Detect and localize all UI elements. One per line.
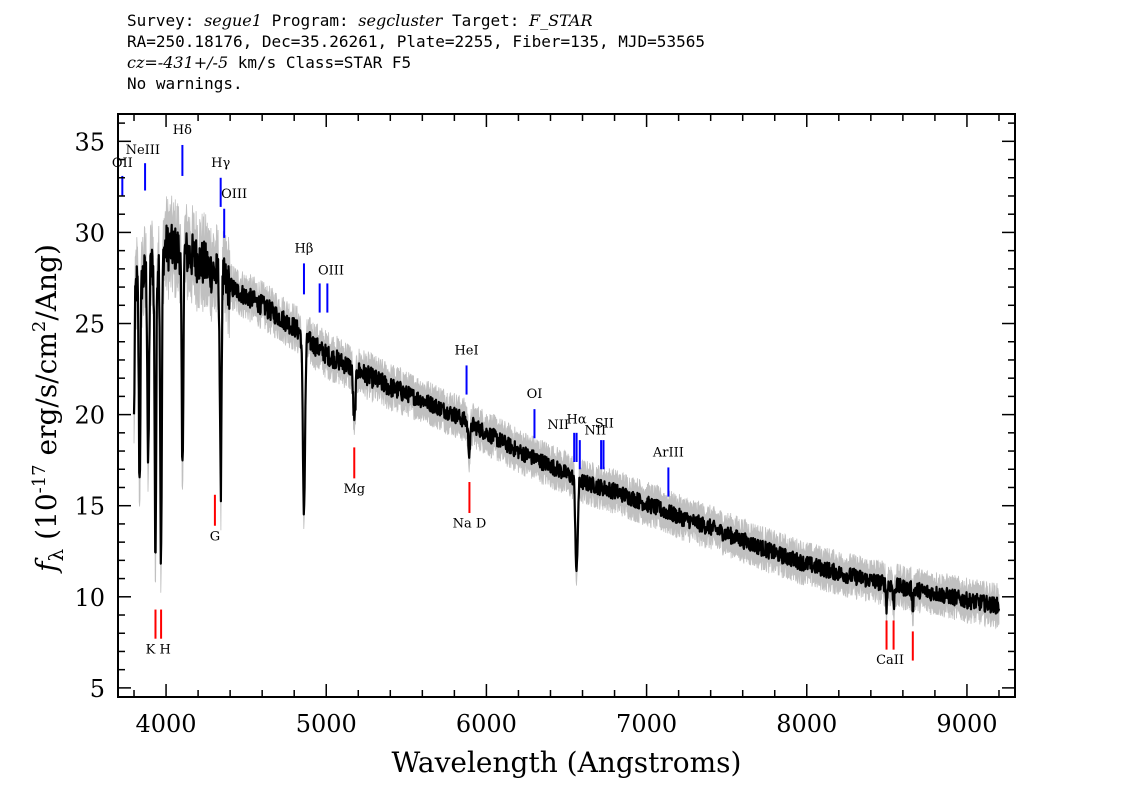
emission-line-label: NII [547,418,569,433]
line-markers: OIINeIIIHδHγOIIIHβOIIIHeIOINIIHαNIISIIAr… [112,123,914,668]
x-axis-title: Wavelength (Angstroms) [392,746,742,779]
absorption-line-label: K H [146,642,171,657]
emission-line-label: ArIII [652,446,684,461]
absorption-line-label: Mg [343,482,365,497]
emission-line-label: OIII [318,263,344,278]
header-line-warnings: No warnings. [127,74,243,93]
absorption-line-label: G [210,529,220,544]
spectrum-series [132,223,1001,615]
y-tick-label: 30 [74,219,105,247]
emission-line-label: SII [595,416,614,431]
emission-line-label: Hα [567,413,587,428]
flux-line [132,223,1001,615]
x-tick-label: 7000 [616,710,677,738]
error-band-area [133,195,1000,630]
x-tick-label: 8000 [776,710,837,738]
plot-border [117,113,1016,698]
y-tick-label: 25 [74,311,105,339]
emission-line-label: OI [527,387,543,402]
header-line-coordinates: RA=250.18176, Dec=35.26261, Plate=2255, … [127,32,705,51]
header-line-redshift: cz=-431+/-5 km/s Class=STAR F5 [127,52,705,73]
class-text: km/s Class=STAR F5 [228,53,412,72]
axis-labels: 4000 5000 6000 7000 8000 9000 5 10 15 20 25 30 35 Wav… [29,128,997,779]
emission-line-label: Hγ [211,156,230,171]
emission-line-label: HeI [454,343,478,358]
emission-line-label: Hδ [173,123,192,138]
x-tick-label: 9000 [936,710,997,738]
program-label: Program: [261,11,359,30]
target-label: Target: [442,11,530,30]
survey-label: Survey: [127,11,205,30]
x-tick-label: 4000 [136,710,197,738]
program-value: segcluster [358,11,443,30]
y-tick-label: 10 [74,584,105,612]
y-axis-title: fλ (10-17 erg/s/cm2/Ang) [29,244,68,574]
target-value: F_STAR [529,11,593,30]
cz-value: -431+/-5 [157,53,229,72]
y-tick-label: 15 [74,493,105,521]
plot-frame [117,113,1016,698]
y-tick-label: 35 [74,128,105,156]
axis-ticks [118,114,1015,697]
emission-line-label: OIII [221,187,247,202]
y-tick-label: 20 [74,402,105,430]
error-band [133,195,1000,630]
emission-line-label: NII [585,424,607,439]
cz-label: cz= [127,53,158,72]
emission-line-label: Hβ [295,241,314,256]
survey-value: segue1 [204,11,262,30]
absorption-line-label: Na D [453,517,487,532]
y-tick-label: 5 [90,675,105,703]
absorption-line-label: CaII [876,653,904,668]
header-line-survey: Survey: segue1 Program: segcluster Targe… [127,10,705,31]
spectrum-header: Survey: segue1 Program: segcluster Targe… [127,10,705,94]
emission-line-label: NeIII [126,143,160,158]
x-tick-label: 6000 [456,710,517,738]
x-tick-label: 5000 [296,710,357,738]
